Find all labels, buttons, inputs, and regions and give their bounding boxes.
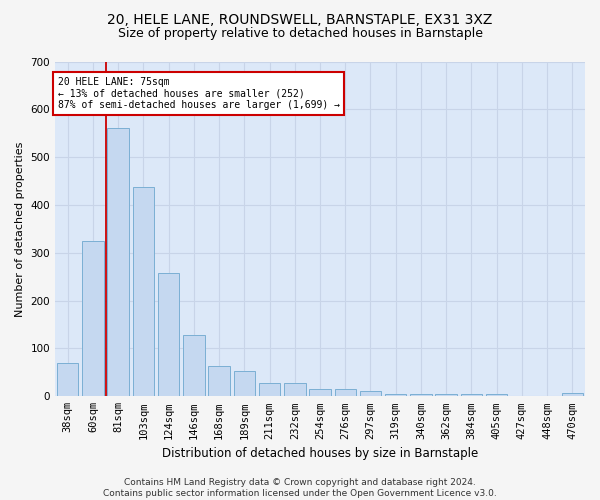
Y-axis label: Number of detached properties: Number of detached properties	[15, 141, 25, 316]
Bar	[183, 335, 205, 396]
X-axis label: Distribution of detached houses by size in Barnstaple: Distribution of detached houses by size …	[162, 447, 478, 460]
Bar	[284, 383, 305, 396]
Bar	[410, 394, 431, 396]
Bar	[233, 371, 255, 396]
Text: Contains HM Land Registry data © Crown copyright and database right 2024.
Contai: Contains HM Land Registry data © Crown c…	[103, 478, 497, 498]
Bar	[385, 394, 406, 396]
Bar	[133, 187, 154, 396]
Text: 20 HELE LANE: 75sqm
← 13% of detached houses are smaller (252)
87% of semi-detac: 20 HELE LANE: 75sqm ← 13% of detached ho…	[58, 77, 340, 110]
Text: 20, HELE LANE, ROUNDSWELL, BARNSTAPLE, EX31 3XZ: 20, HELE LANE, ROUNDSWELL, BARNSTAPLE, E…	[107, 12, 493, 26]
Bar	[259, 383, 280, 396]
Bar	[335, 389, 356, 396]
Bar	[562, 393, 583, 396]
Bar	[158, 273, 179, 396]
Bar	[57, 363, 79, 396]
Text: Size of property relative to detached houses in Barnstaple: Size of property relative to detached ho…	[118, 28, 482, 40]
Bar	[309, 389, 331, 396]
Bar	[486, 394, 508, 396]
Bar	[107, 128, 129, 396]
Bar	[360, 391, 381, 396]
Bar	[461, 394, 482, 396]
Bar	[436, 394, 457, 396]
Bar	[82, 241, 104, 396]
Bar	[208, 366, 230, 396]
